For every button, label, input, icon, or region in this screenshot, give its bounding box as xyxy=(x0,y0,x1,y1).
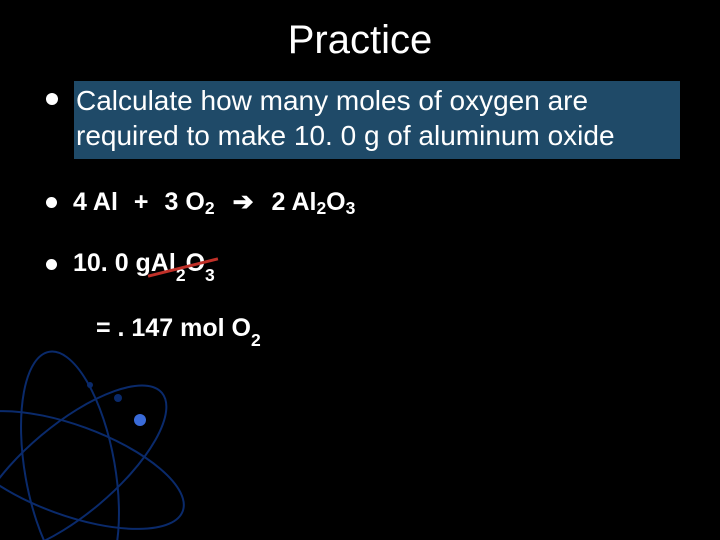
bullet-icon xyxy=(46,259,57,270)
eq-part: 3 O xyxy=(165,188,205,217)
bullet-icon xyxy=(46,197,57,208)
subscript: 2 xyxy=(205,198,215,219)
eq-part: 4 Al xyxy=(73,188,118,217)
subscript: 3 xyxy=(205,265,215,285)
equation-row: 4 Al + 3 O2 ➔ 2 Al2O3 xyxy=(40,187,680,217)
slide-title: Practice xyxy=(40,18,680,63)
slide: Practice Calculate how many moles of oxy… xyxy=(0,0,720,540)
cancelled-unit: Al2O3 xyxy=(151,249,215,282)
answer-row: = . 147 mol O2 xyxy=(40,314,680,347)
answer-value: = . 147 mol O xyxy=(96,314,251,342)
eq-part: O xyxy=(326,188,345,217)
bullet-row-1: Calculate how many moles of oxygen are r… xyxy=(40,81,680,159)
orbit-decoration-icon xyxy=(0,340,200,540)
given-quantity: 10. 0 g Al2O3 xyxy=(73,249,215,282)
arrow-icon: ➔ xyxy=(233,187,254,217)
subscript: 2 xyxy=(316,198,326,219)
given-row: 10. 0 g Al2O3 xyxy=(40,249,680,282)
eq-plus: + xyxy=(134,188,149,217)
bullet-icon xyxy=(46,93,58,105)
chemical-equation: 4 Al + 3 O2 ➔ 2 Al2O3 xyxy=(73,187,355,217)
problem-statement: Calculate how many moles of oxygen are r… xyxy=(74,81,680,159)
subscript: 2 xyxy=(251,330,261,350)
subscript: 3 xyxy=(346,198,356,219)
mass-value: 10. 0 g xyxy=(73,249,151,278)
eq-part: 2 Al xyxy=(272,188,317,217)
